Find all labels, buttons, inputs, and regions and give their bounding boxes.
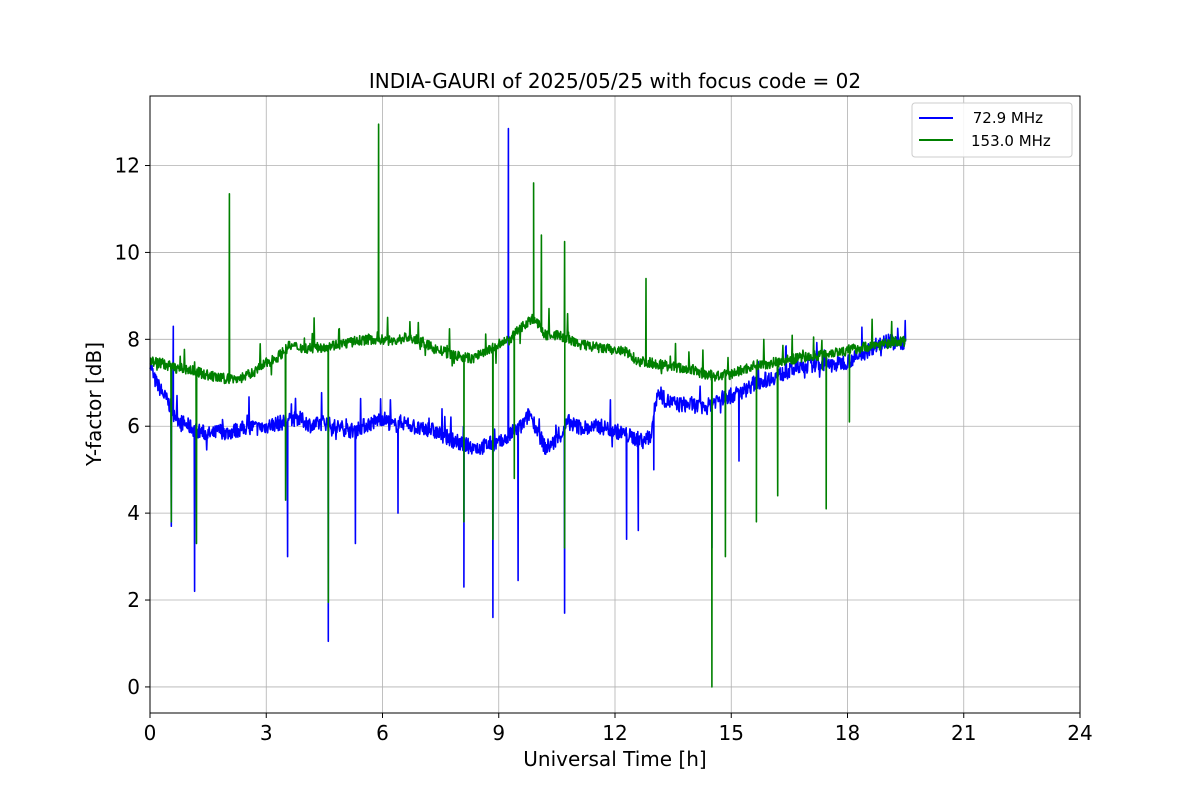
x-tick-label: 21 bbox=[951, 721, 976, 745]
legend-box bbox=[911, 102, 1073, 158]
y-tick-label: 0 bbox=[127, 675, 140, 699]
x-tick-label: 15 bbox=[719, 721, 744, 745]
y-axis-label: Y-factor [dB] bbox=[82, 342, 106, 467]
chart-title: INDIA-GAURI of 2025/05/25 with focus cod… bbox=[369, 69, 861, 93]
x-tick-label: 9 bbox=[492, 721, 505, 745]
series-lines bbox=[149, 123, 907, 688]
y-tick-label: 4 bbox=[127, 501, 140, 525]
x-tick-label: 12 bbox=[602, 721, 627, 745]
y-tick-label: 12 bbox=[115, 154, 140, 178]
x-tick-label: 18 bbox=[835, 721, 860, 745]
x-tick-label: 3 bbox=[260, 721, 273, 745]
series-line-153-mhz bbox=[149, 123, 907, 688]
legend-label-153-mhz: 153.0 MHz bbox=[971, 132, 1051, 150]
y-tick-label: 8 bbox=[127, 327, 140, 351]
x-tick-label: 0 bbox=[144, 721, 157, 745]
x-tick-label: 6 bbox=[376, 721, 389, 745]
x-tick-label: 24 bbox=[1067, 721, 1092, 745]
legend-label-72-9-mhz: 72.9 MHz bbox=[968, 109, 1043, 127]
y-tick-label: 10 bbox=[115, 240, 140, 264]
y-tick-label: 6 bbox=[127, 414, 140, 438]
y-tick-label: 2 bbox=[127, 588, 140, 612]
legend: 72.9 MHz 153.0 MHz bbox=[911, 102, 1073, 158]
x-axis-label: Universal Time [h] bbox=[523, 747, 706, 771]
